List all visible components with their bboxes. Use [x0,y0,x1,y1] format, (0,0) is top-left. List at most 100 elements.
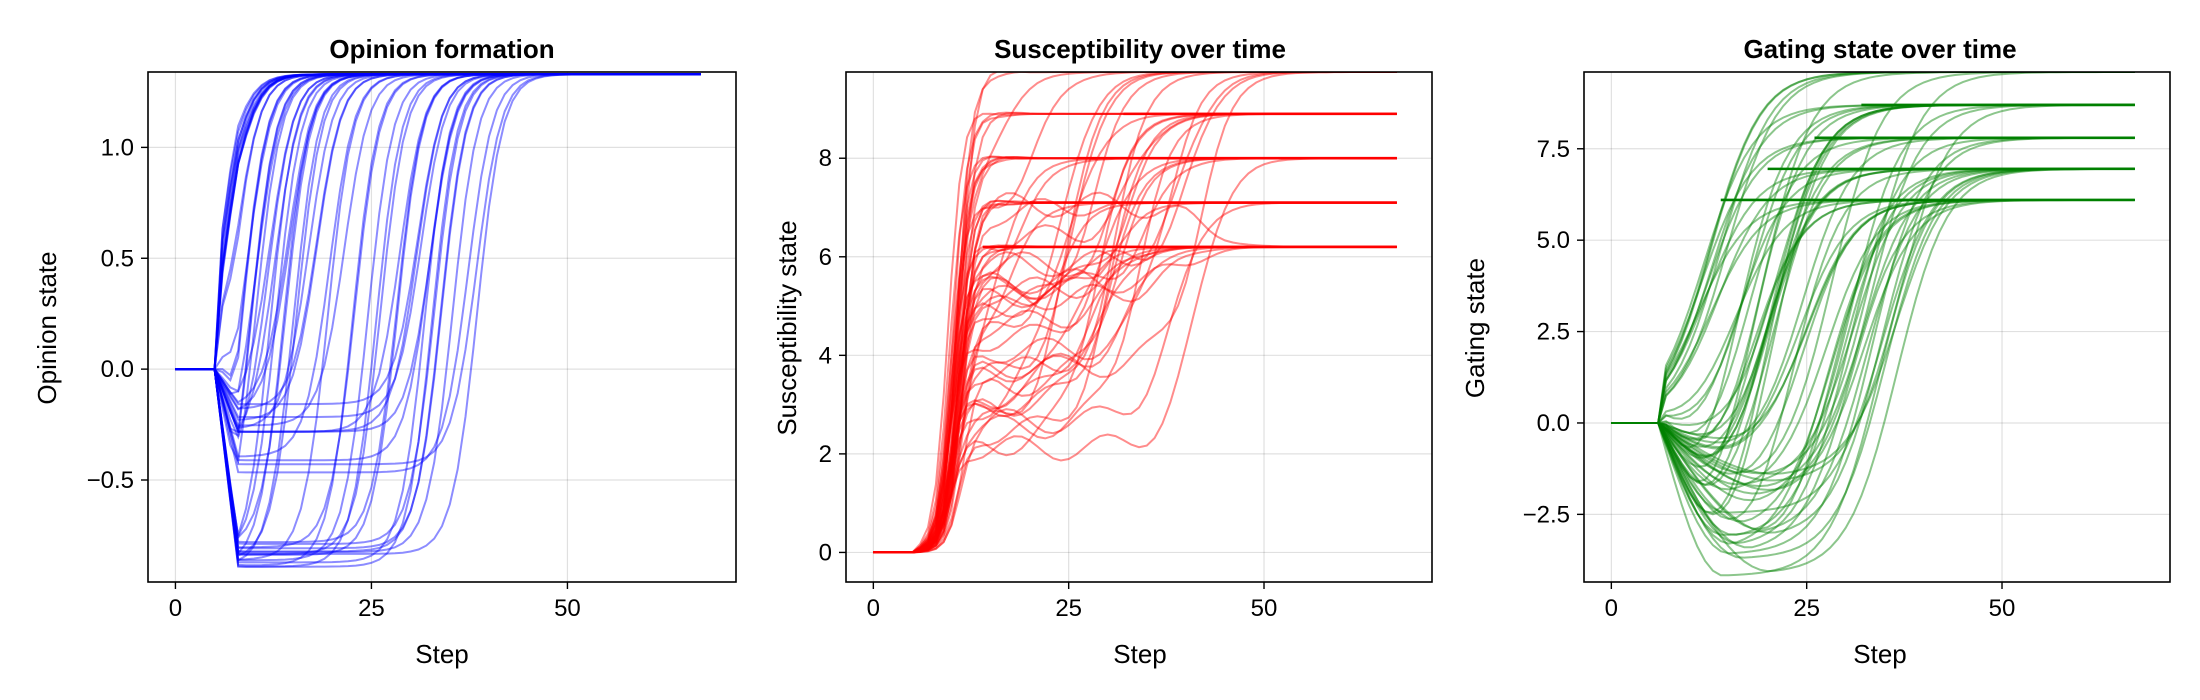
y-axis-label: Susceptibility state [772,220,802,435]
y-tick-label: 1.0 [101,134,134,161]
trajectory-line [873,72,1397,554]
trajectory-line [175,73,701,395]
trajectory-line [175,73,701,371]
trajectory-line [175,73,701,562]
trajectory-line [175,73,701,567]
trajectory-line [175,73,701,411]
trajectory-line [175,73,701,474]
x-tick-label: 50 [1989,595,2016,622]
chart-title: Susceptibility over time [994,34,1286,64]
x-tick-label: 25 [1055,595,1082,622]
trajectory-line [873,72,1397,554]
trajectory-line [175,73,701,568]
plot-frame [1583,71,2171,583]
trajectory-line [175,73,701,462]
trajectory-line [873,72,1397,554]
susceptibility-panel: Susceptibility over time Step Susceptibi… [772,34,1433,669]
trajectory-line [1611,72,2135,424]
trajectory-line [175,73,701,556]
y-tick-label: 0.5 [101,245,134,272]
trajectory-line [175,73,701,555]
trajectory-line [873,72,1397,554]
y-tick-label: 8 [819,145,832,172]
trajectory-line [175,73,701,382]
trajectory-line [175,73,701,466]
trajectory-line [175,73,701,557]
trajectory-line [175,73,701,536]
trajectory-line [175,73,701,433]
trajectory-line [175,73,701,371]
x-tick-label: 25 [358,595,385,622]
trajectory-line [873,72,1397,554]
y-tick-label: −0.5 [87,467,134,494]
trajectory-line [175,73,701,544]
y-tick-label: −2.5 [1523,501,1570,528]
trajectory-line [175,73,701,429]
trajectory-line [175,73,701,562]
trajectory-line [175,73,701,550]
trajectory-line [175,73,701,371]
chart-title: Gating state over time [1743,34,2016,64]
x-axis-label: Step [1113,639,1167,669]
trajectory-line [175,73,701,371]
trajectory-line [175,73,701,561]
trajectory-line [175,73,701,427]
y-axis-label: Opinion state [32,251,62,404]
trajectory-line [175,73,701,371]
x-tick-label: 0 [1605,595,1618,622]
trajectory-line [175,73,701,554]
x-tick-label: 0 [169,595,182,622]
x-axis-label: Step [415,639,469,669]
trajectory-line [175,73,701,371]
trajectory-line [175,73,701,371]
trajectory-line [175,73,701,371]
trajectory-line [1611,72,2135,442]
x-tick-label: 50 [1251,595,1278,622]
trajectory-line [1611,136,2135,424]
plot-frame [845,71,1433,583]
trajectory-line [175,73,701,421]
trajectory-line [175,73,701,557]
trajectory-line [175,73,701,433]
trajectories [873,72,1397,554]
trajectory-line [873,72,1397,554]
y-tick-label: 2.5 [1537,319,1570,346]
x-axis-label: Step [1853,639,1907,669]
trajectory-line [175,73,701,434]
trajectory-line [873,72,1397,554]
trajectory-line [175,73,701,553]
y-tick-label: 6 [819,244,832,271]
trajectory-line [175,73,701,406]
trajectory-line [175,73,701,371]
trajectory-line [175,73,701,540]
trajectory-line [175,73,701,465]
trajectory-line [175,73,701,418]
y-tick-label: 2 [819,441,832,468]
trajectory-line [175,73,701,371]
y-tick-label: 4 [819,342,832,369]
x-tick-label: 25 [1793,595,1820,622]
trajectory-line [1611,136,2135,424]
trajectory-line [175,73,701,568]
opinion-panel: Opinion formation Step Opinion state 0 25… [32,34,737,669]
y-axis-label: Gating state [1460,258,1490,398]
trajectory-line [175,73,701,432]
trajectory-line [175,73,701,438]
y-tick-label: 7.5 [1537,136,1570,163]
trajectory-line [175,73,701,371]
trajectory-line [175,73,701,371]
x-tick-label: 0 [867,595,880,622]
trajectory-line [175,73,701,549]
trajectory-line [873,72,1397,554]
trajectory-line [175,73,701,393]
trajectory-line [175,73,701,556]
trajectory-line [175,73,701,545]
y-tick-label: 5.0 [1537,227,1570,254]
gating-panel: Gating state over time Step Gating state… [1460,34,2171,669]
y-tick-label: 0.0 [1537,410,1570,437]
x-tick-label: 50 [554,595,581,622]
trajectory-line [175,73,701,410]
trajectory-line [175,73,701,371]
y-tick-label: 0 [819,539,832,566]
